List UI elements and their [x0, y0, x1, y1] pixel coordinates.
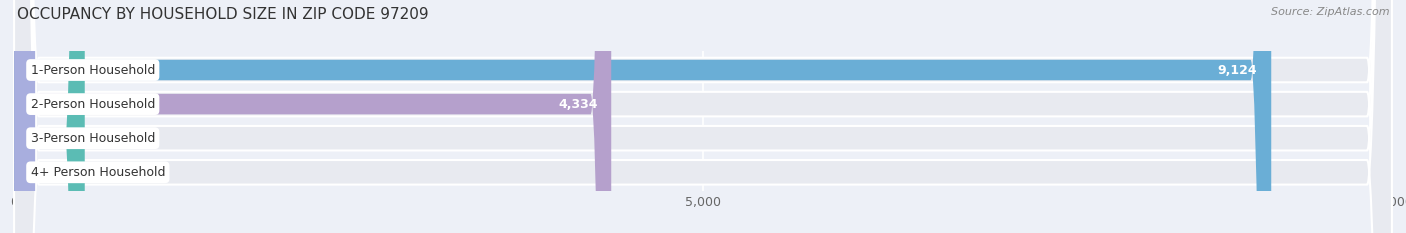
- FancyBboxPatch shape: [14, 0, 1392, 233]
- Text: 4+ Person Household: 4+ Person Household: [31, 166, 165, 179]
- FancyBboxPatch shape: [14, 0, 1392, 233]
- Text: 4,334: 4,334: [558, 98, 598, 111]
- Text: 1-Person Household: 1-Person Household: [31, 64, 155, 76]
- FancyBboxPatch shape: [14, 0, 84, 233]
- Text: 3-Person Household: 3-Person Household: [31, 132, 155, 145]
- Text: 513: 513: [101, 132, 125, 145]
- FancyBboxPatch shape: [14, 0, 1392, 233]
- Text: 2-Person Household: 2-Person Household: [31, 98, 155, 111]
- FancyBboxPatch shape: [14, 0, 35, 233]
- FancyBboxPatch shape: [14, 0, 1271, 233]
- Text: OCCUPANCY BY HOUSEHOLD SIZE IN ZIP CODE 97209: OCCUPANCY BY HOUSEHOLD SIZE IN ZIP CODE …: [17, 7, 429, 22]
- FancyBboxPatch shape: [14, 0, 1392, 233]
- Text: 9,124: 9,124: [1218, 64, 1257, 76]
- FancyBboxPatch shape: [14, 0, 612, 233]
- Text: 153: 153: [52, 166, 76, 179]
- Text: Source: ZipAtlas.com: Source: ZipAtlas.com: [1271, 7, 1389, 17]
